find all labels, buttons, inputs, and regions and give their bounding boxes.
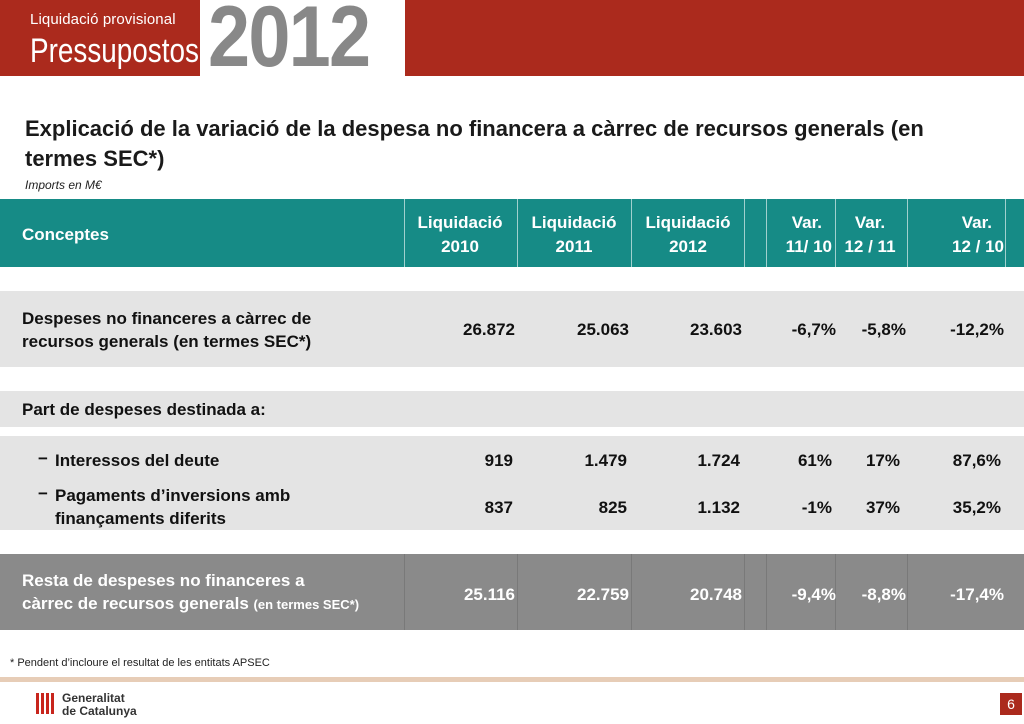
header-col-var-11-10: Var. 11/ 10 (785, 213, 832, 256)
cell-value: 825 (598, 498, 627, 517)
cell-value: 35,2% (952, 498, 1001, 517)
page-number: 6 (1000, 693, 1022, 715)
cell-value: -8,8% (861, 585, 906, 604)
cell-value: 1.132 (697, 498, 740, 517)
table-section-label-row: Part de despeses destinada a: (0, 391, 1024, 427)
cell-value: 25.063 (577, 320, 629, 339)
cell-value: -9,4% (791, 585, 836, 604)
row-total-label: Despeses no financeres a càrrec de recurs… (22, 309, 312, 351)
header-band (0, 0, 1024, 76)
cell-value: -12,2% (950, 320, 1004, 339)
footer-divider (0, 677, 1024, 682)
col-divider (907, 554, 908, 630)
cell-value: 61% (797, 451, 832, 470)
cell-value: -6,7% (791, 320, 836, 339)
col-divider (835, 554, 836, 630)
header-col-2010: Liquidació 2010 (417, 213, 503, 256)
cell-value: 20.748 (690, 585, 742, 604)
col-divider (404, 554, 405, 630)
cell-value: -1% (801, 498, 832, 517)
section-label: Part de despeses destinada a: (22, 400, 266, 419)
col-divider (744, 199, 745, 267)
cell-value: 26.872 (463, 320, 515, 339)
col-divider (631, 199, 632, 267)
bullet-dash: − (38, 449, 48, 468)
org-name: Generalitat de Catalunya (62, 691, 137, 718)
cell-value: 919 (484, 451, 513, 470)
col-divider (744, 554, 745, 630)
header-concepts: Conceptes (22, 225, 109, 244)
header-col-2011: Liquidació 2011 (531, 213, 617, 256)
row-interest-label: Interessos del deute (55, 451, 220, 470)
cell-value: 87,6% (952, 451, 1001, 470)
table-header: Conceptes Liquidació 2010 Liquidació 2011 … (0, 199, 1024, 267)
bullet-dash: − (38, 484, 48, 503)
col-divider (631, 554, 632, 630)
header-col-var-12-11: Var. 12 / 11 (844, 213, 896, 256)
row-rest-label: Resta de despeses no financeres a càrrec… (22, 571, 360, 613)
col-divider (1005, 199, 1006, 267)
col-divider (835, 199, 836, 267)
cell-value: 17% (865, 451, 900, 470)
header-title: Pressupostos (30, 32, 199, 70)
cell-value: 1.479 (584, 451, 627, 470)
cell-value: 37% (865, 498, 900, 517)
cell-value: -17,4% (950, 585, 1004, 604)
header-subtitle: Liquidació provisional (30, 11, 176, 28)
col-divider (517, 199, 518, 267)
col-divider (404, 199, 405, 267)
table-row-rest: Resta de despeses no financeres a càrrec… (0, 554, 1024, 630)
table-row-total: Despeses no financeres a càrrec de recurs… (0, 291, 1024, 367)
col-divider (517, 554, 518, 630)
row-investment-label: Pagaments d’inversions amb finançaments d… (55, 486, 291, 528)
table-row-breakdown: − Interessos del deute 919 1.479 1.724 6… (0, 436, 1024, 530)
col-divider (766, 554, 767, 630)
cell-value: 837 (484, 498, 513, 517)
col-divider (907, 199, 908, 267)
cell-value: 22.759 (577, 585, 629, 604)
units-note: Imports en M€ (25, 178, 102, 192)
cell-value: 25.116 (463, 585, 515, 604)
generalitat-logo-icon (35, 691, 55, 715)
cell-value: 23.603 (690, 320, 742, 339)
header-col-var-12-10: Var. 12 / 10 (952, 213, 1004, 256)
cell-value: 1.724 (697, 451, 740, 470)
cell-value: -5,8% (861, 320, 906, 339)
header-year: 2012 (208, 0, 371, 85)
header-year-box (200, 0, 405, 76)
header-col-2012: Liquidació 2012 (645, 213, 731, 256)
page-title: Explicació de la variació de la despesa … (25, 116, 924, 171)
col-divider (766, 199, 767, 267)
footnote: * Pendent d’incloure el resultat de les … (10, 657, 270, 669)
